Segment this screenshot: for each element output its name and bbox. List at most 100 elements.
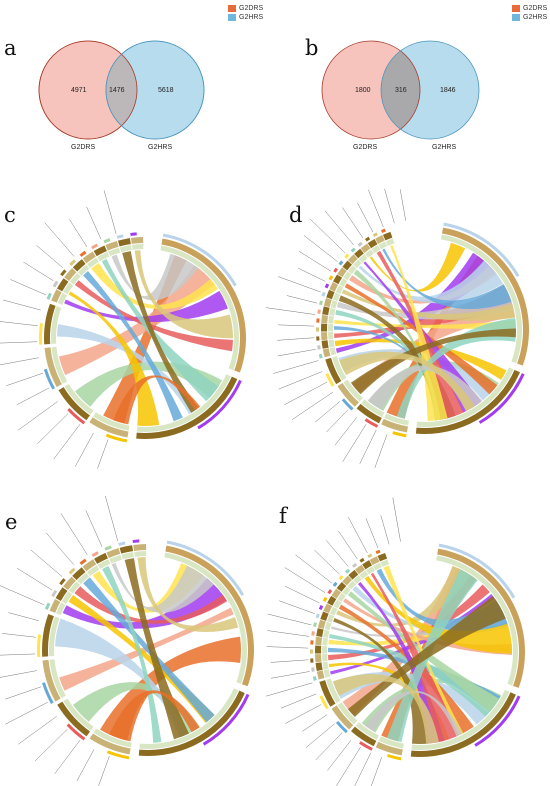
venn-count-overlap: 1476 bbox=[109, 87, 125, 94]
chord-track-marker bbox=[359, 557, 365, 563]
chord-label-leader bbox=[359, 429, 377, 464]
chord-outer-segment bbox=[410, 692, 516, 758]
chord-inner-segment bbox=[373, 562, 382, 571]
chord-label-leader bbox=[338, 530, 358, 560]
chord-label-leader bbox=[278, 276, 321, 293]
chord-outer-segment bbox=[315, 636, 323, 646]
chord-label-leader bbox=[103, 190, 117, 234]
chord-track-marker bbox=[116, 234, 124, 239]
chord-diagram-c bbox=[0, 190, 246, 469]
venn-label-right: G2HRS bbox=[148, 144, 172, 151]
chord-label-leader bbox=[295, 554, 332, 584]
chord-ribbon bbox=[134, 250, 234, 339]
chord-inner-segment bbox=[322, 661, 329, 670]
chord-outer-segment bbox=[369, 556, 380, 566]
chord-track-marker bbox=[344, 253, 350, 259]
chord-label-leader bbox=[302, 714, 328, 732]
chord-ribbon bbox=[347, 595, 506, 717]
chord-inner-segment bbox=[49, 659, 66, 699]
chord-track-marker bbox=[338, 574, 344, 581]
chord-inner-segment bbox=[87, 257, 99, 268]
venn-count-left: 1800 bbox=[355, 87, 371, 94]
chord-outer-segment bbox=[106, 548, 121, 558]
chord-track-marker bbox=[311, 631, 315, 636]
chord-track-marker bbox=[79, 250, 87, 257]
legend-item-g2drs: G2DRS bbox=[228, 4, 263, 13]
chord-inner-segment bbox=[86, 565, 100, 577]
chord-outer-segment bbox=[93, 245, 107, 257]
chord-outer-segment bbox=[64, 268, 77, 281]
chord-label-leader bbox=[368, 189, 384, 228]
chord-inner-segment bbox=[361, 399, 385, 418]
chord-outer-segment bbox=[315, 662, 323, 671]
chord-label-leader bbox=[277, 349, 316, 357]
chord-ribbon bbox=[364, 575, 513, 654]
chord-ribbon bbox=[55, 618, 186, 738]
chord-inner-segment bbox=[49, 616, 60, 657]
chord-track-marker bbox=[313, 622, 318, 627]
chord-inner-segment bbox=[359, 570, 369, 579]
chord-outer-segment bbox=[316, 628, 324, 637]
chord-track-marker bbox=[130, 232, 137, 237]
chord-outer-segment bbox=[42, 614, 54, 657]
chord-label-leader bbox=[327, 740, 352, 771]
chord-inner-segment bbox=[121, 552, 134, 560]
chord-label-leader bbox=[324, 210, 354, 246]
chord-ribbon bbox=[350, 328, 517, 395]
chord-outer-segment bbox=[82, 559, 97, 572]
chord-ribbon bbox=[361, 678, 502, 733]
chord-outer-segment bbox=[321, 314, 329, 324]
chord-track-marker bbox=[52, 280, 59, 288]
chord-inner-segment bbox=[97, 559, 111, 570]
chord-inner-segment bbox=[333, 599, 342, 609]
venn-count-left: 4971 bbox=[71, 87, 87, 94]
chord-outer-segment bbox=[130, 237, 144, 244]
chord-outer-segment bbox=[326, 289, 335, 300]
chord-outer-segment bbox=[138, 690, 245, 756]
chord-label-leader bbox=[265, 307, 316, 315]
chord-inner-segment bbox=[328, 323, 334, 332]
chord-label-leader bbox=[279, 600, 315, 614]
chord-outer-segment bbox=[94, 552, 108, 564]
chord-ribbon bbox=[332, 674, 439, 744]
chord-inner-segment bbox=[51, 346, 68, 384]
chord-inner-segment bbox=[134, 551, 147, 557]
chord-track-marker bbox=[315, 327, 320, 332]
chord-inner-segment bbox=[328, 315, 334, 324]
chord-track-marker bbox=[310, 649, 314, 654]
chord-outer-segment bbox=[381, 418, 408, 433]
chord-label-leader bbox=[326, 409, 349, 433]
chord-inner-segment bbox=[323, 669, 331, 678]
chord-inner-segment bbox=[378, 241, 388, 250]
venn-label-right: G2HRS bbox=[432, 144, 456, 151]
chord-track-marker bbox=[43, 368, 55, 390]
chord-track-marker bbox=[79, 558, 87, 565]
chord-track-marker bbox=[372, 232, 378, 237]
chord-ribbon bbox=[369, 242, 466, 292]
chord-label-leader bbox=[335, 746, 361, 786]
chord-inner-segment bbox=[355, 722, 379, 740]
chord-inner-segment bbox=[108, 247, 121, 257]
chord-ribbon bbox=[344, 283, 498, 395]
chord-ribbon bbox=[390, 245, 448, 421]
chord-inner-segment bbox=[337, 702, 358, 725]
chord-inner-segment bbox=[51, 306, 62, 344]
chord-inner-segment bbox=[109, 554, 122, 564]
chord-label-leader bbox=[36, 245, 64, 269]
chord-outer-segment bbox=[367, 239, 378, 249]
chord-ribbon bbox=[137, 557, 239, 632]
chord-label-leader bbox=[0, 585, 45, 606]
chord-label-leader bbox=[280, 693, 317, 709]
chord-outer-segment bbox=[49, 599, 61, 613]
chord-label-leader bbox=[277, 337, 315, 341]
chord-label-leader bbox=[374, 434, 388, 468]
chord-inner-segment bbox=[365, 249, 374, 258]
chord-inner-segment bbox=[380, 559, 390, 567]
chord-outer-segment bbox=[89, 733, 131, 755]
chord-inner-segment bbox=[119, 245, 132, 253]
chord-ribbon bbox=[336, 566, 471, 627]
chord-track-marker bbox=[474, 695, 521, 747]
chord-label-leader bbox=[0, 341, 38, 344]
chord-inner-segment bbox=[63, 282, 74, 295]
chord-track-marker bbox=[328, 275, 334, 281]
